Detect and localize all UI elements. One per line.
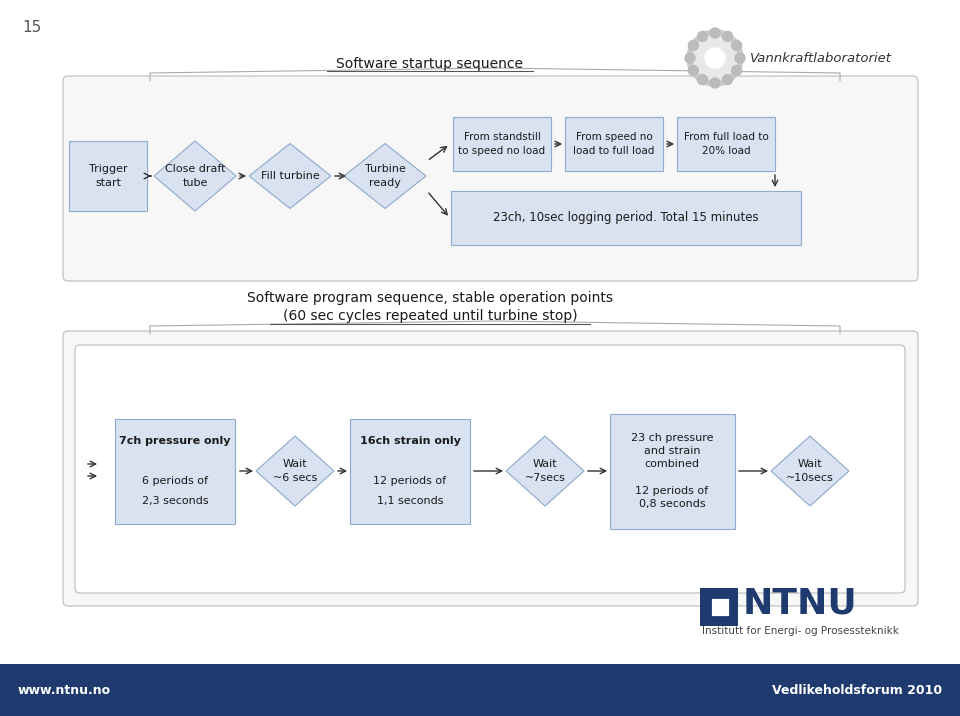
Polygon shape xyxy=(771,436,849,506)
FancyBboxPatch shape xyxy=(63,331,918,606)
Text: Wait
~6 secs: Wait ~6 secs xyxy=(273,460,317,483)
Polygon shape xyxy=(344,143,426,208)
Text: www.ntnu.no: www.ntnu.no xyxy=(18,684,111,697)
FancyBboxPatch shape xyxy=(710,597,730,617)
Text: NTNU: NTNU xyxy=(743,587,857,621)
Text: Turbine
ready: Turbine ready xyxy=(365,165,405,188)
Text: 7ch pressure only: 7ch pressure only xyxy=(119,436,230,446)
Text: Wait
~7secs: Wait ~7secs xyxy=(524,460,565,483)
Text: 16ch strain only: 16ch strain only xyxy=(360,436,461,446)
Text: 23 ch pressure
and strain
combined

12 periods of
0,8 seconds: 23 ch pressure and strain combined 12 pe… xyxy=(631,433,713,509)
Text: 6 periods of: 6 periods of xyxy=(142,476,208,486)
Circle shape xyxy=(688,41,698,51)
FancyBboxPatch shape xyxy=(451,191,801,245)
Circle shape xyxy=(710,78,720,88)
Text: 23ch, 10sec logging period. Total 15 minutes: 23ch, 10sec logging period. Total 15 min… xyxy=(493,211,758,225)
Text: From full load to
20% load: From full load to 20% load xyxy=(684,132,768,155)
FancyBboxPatch shape xyxy=(63,76,918,281)
Polygon shape xyxy=(249,143,331,208)
Text: Vannkraftlaboratoriet: Vannkraftlaboratoriet xyxy=(750,52,892,65)
FancyBboxPatch shape xyxy=(677,117,775,171)
Text: 12 periods of: 12 periods of xyxy=(373,476,446,486)
Circle shape xyxy=(735,53,745,63)
FancyBboxPatch shape xyxy=(453,117,551,171)
FancyBboxPatch shape xyxy=(75,345,905,593)
Circle shape xyxy=(723,74,732,84)
Text: Software startup sequence: Software startup sequence xyxy=(337,57,523,71)
Circle shape xyxy=(687,30,743,86)
FancyBboxPatch shape xyxy=(700,588,738,626)
Text: Wait
~10secs: Wait ~10secs xyxy=(786,460,834,483)
Polygon shape xyxy=(154,141,236,211)
FancyBboxPatch shape xyxy=(115,418,235,523)
Text: Close draft
tube: Close draft tube xyxy=(165,165,226,188)
Polygon shape xyxy=(506,436,584,506)
Circle shape xyxy=(693,36,737,80)
Circle shape xyxy=(732,65,742,75)
Circle shape xyxy=(732,41,742,51)
Circle shape xyxy=(710,28,720,38)
Circle shape xyxy=(698,32,708,42)
Circle shape xyxy=(698,74,708,84)
FancyBboxPatch shape xyxy=(610,414,734,528)
Circle shape xyxy=(688,65,698,75)
Text: (60 sec cycles repeated until turbine stop): (60 sec cycles repeated until turbine st… xyxy=(282,309,577,323)
Text: Institutt for Energi- og Prosessteknikk: Institutt for Energi- og Prosessteknikk xyxy=(702,626,899,636)
Text: Vedlikeholdsforum 2010: Vedlikeholdsforum 2010 xyxy=(772,684,942,697)
Text: From standstill
to speed no load: From standstill to speed no load xyxy=(459,132,545,155)
FancyBboxPatch shape xyxy=(0,664,960,716)
Polygon shape xyxy=(256,436,334,506)
Circle shape xyxy=(723,32,732,42)
Text: 1,1 seconds: 1,1 seconds xyxy=(376,495,444,505)
FancyBboxPatch shape xyxy=(565,117,663,171)
Circle shape xyxy=(705,48,725,68)
Text: Trigger
start: Trigger start xyxy=(88,165,128,188)
Text: From speed no
load to full load: From speed no load to full load xyxy=(573,132,655,155)
Text: Software program sequence, stable operation points: Software program sequence, stable operat… xyxy=(247,291,613,305)
Circle shape xyxy=(685,53,695,63)
Text: 2,3 seconds: 2,3 seconds xyxy=(142,495,208,505)
Text: 15: 15 xyxy=(22,20,41,35)
FancyBboxPatch shape xyxy=(69,141,147,211)
FancyBboxPatch shape xyxy=(350,418,470,523)
Text: Fill turbine: Fill turbine xyxy=(260,171,320,181)
